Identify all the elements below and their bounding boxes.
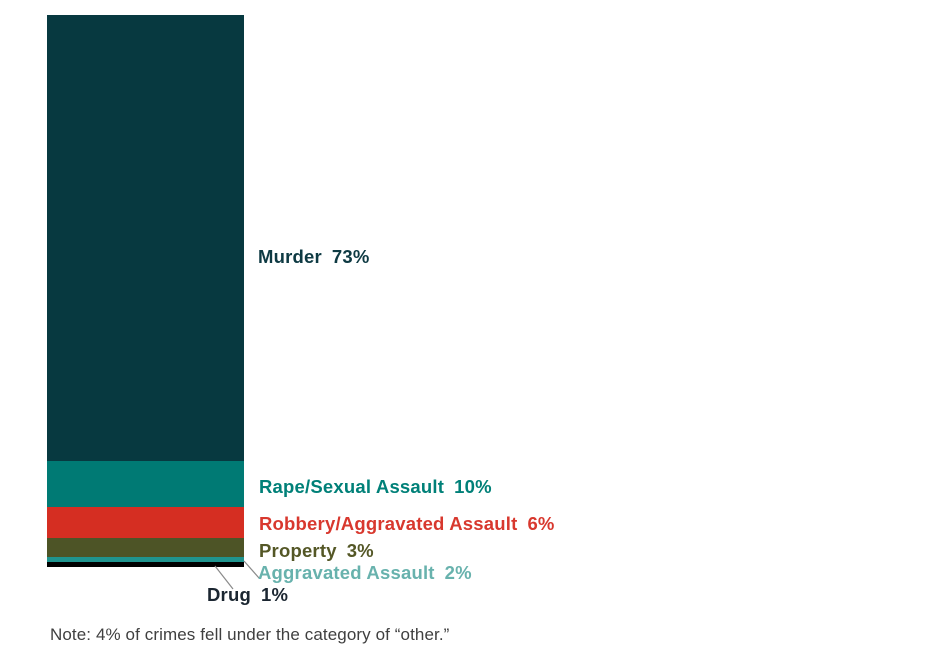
- label-robbery-value: 6%: [527, 513, 555, 534]
- label-property-value: 3%: [346, 540, 374, 561]
- label-murder-text: Murder: [258, 246, 322, 267]
- label-property-text: Property: [259, 540, 337, 561]
- label-robbery-aggravated-assault: Robbery/Aggravated Assault 6%: [259, 513, 555, 534]
- label-aggravated-text: Aggravated Assault: [258, 562, 435, 583]
- bar-segment-robbery-aggravated-assault: [47, 507, 244, 538]
- label-murder-value: 73%: [331, 246, 370, 267]
- leader-line-aggravated-assault: [243, 560, 260, 579]
- label-drug: Drug 1%: [207, 584, 288, 605]
- bar-segment-murder: [47, 15, 244, 461]
- label-aggravated-value: 2%: [444, 562, 472, 583]
- bar-segment-property: [47, 538, 244, 557]
- stacked-bar: [47, 15, 244, 567]
- label-drug-text: Drug: [207, 584, 251, 605]
- bar-segment-rape-sexual-assault: [47, 461, 244, 507]
- label-rape-text: Rape/Sexual Assault: [259, 476, 445, 497]
- bar-segment-aggravated-assault: [47, 557, 244, 562]
- label-murder: Murder 73%: [258, 246, 370, 267]
- label-property: Property 3%: [259, 540, 374, 561]
- bar-segment-drug: [47, 562, 244, 567]
- chart-note: Note: 4% of crimes fell under the catego…: [50, 625, 450, 644]
- label-aggravated-assault: Aggravated Assault 2%: [258, 562, 472, 583]
- label-robbery-text: Robbery/Aggravated Assault: [259, 513, 518, 534]
- label-rape-sexual-assault: Rape/Sexual Assault 10%: [259, 476, 492, 497]
- label-drug-value: 1%: [260, 584, 289, 605]
- label-rape-value: 10%: [454, 476, 492, 497]
